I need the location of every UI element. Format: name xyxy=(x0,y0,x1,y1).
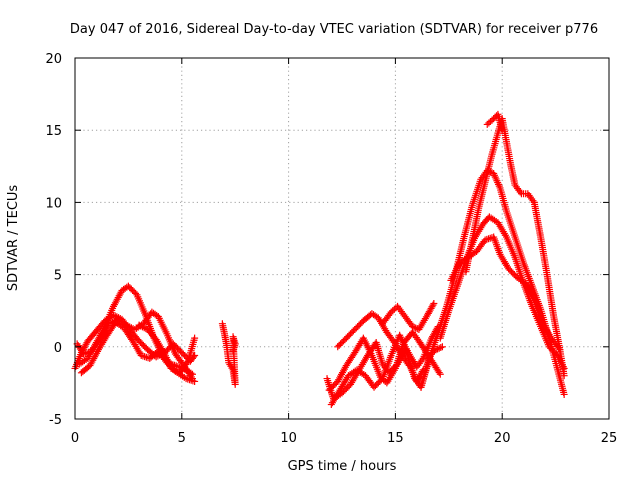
data-point xyxy=(435,344,443,352)
data-point xyxy=(183,359,191,367)
data-point xyxy=(191,377,199,385)
data-point xyxy=(560,390,568,398)
series-track-J xyxy=(334,310,427,385)
y-tick-label: 20 xyxy=(45,52,62,67)
data-point xyxy=(529,197,537,205)
data-point xyxy=(560,372,568,380)
data-point xyxy=(109,311,117,319)
data-point xyxy=(167,364,175,372)
data-point xyxy=(430,299,438,307)
data-point xyxy=(154,352,162,360)
series-track-K xyxy=(379,299,438,333)
y-tick-label: 15 xyxy=(45,124,62,139)
data-point xyxy=(191,334,199,342)
data-point xyxy=(113,313,121,321)
data-point xyxy=(140,324,148,332)
axis-ticks xyxy=(74,57,610,420)
series-track-E xyxy=(135,321,199,377)
data-point xyxy=(111,312,119,320)
y-tick-label: -5 xyxy=(49,413,62,428)
data-point xyxy=(408,323,416,331)
data-point xyxy=(115,314,123,322)
y-tick-labels: -5 0 5 10 15 20 xyxy=(45,52,62,428)
data-point xyxy=(498,126,506,134)
data-point xyxy=(169,365,177,373)
x-tick-label: 15 xyxy=(387,431,404,446)
data-points xyxy=(71,110,568,409)
x-tick-labels: 0 5 10 15 20 25 xyxy=(71,431,617,446)
y-tick-label: 5 xyxy=(54,269,62,284)
data-point xyxy=(437,344,445,352)
data-point xyxy=(435,369,443,377)
chart-title: Day 047 of 2016, Sidereal Day-to-day VTE… xyxy=(70,22,598,37)
x-tick-label: 5 xyxy=(178,431,186,446)
plot-frame xyxy=(74,57,610,420)
data-point xyxy=(434,345,442,353)
x-tick-label: 10 xyxy=(280,431,297,446)
x-tick-label: 25 xyxy=(601,431,618,446)
data-point xyxy=(438,343,446,351)
y-tick-label: 0 xyxy=(54,341,62,356)
series-track-F xyxy=(218,320,239,388)
data-point xyxy=(135,321,143,329)
data-point xyxy=(516,188,524,196)
y-axis-label: SDTVAR / TECUs xyxy=(6,185,21,292)
data-point xyxy=(137,322,145,330)
data-point xyxy=(156,351,164,359)
data-point xyxy=(410,323,418,331)
data-point xyxy=(138,323,146,331)
series-track-O xyxy=(462,115,568,380)
data-point xyxy=(229,347,237,355)
grid-layer xyxy=(75,58,609,419)
data-point xyxy=(436,370,444,378)
series-track-P xyxy=(483,110,506,134)
data-point xyxy=(171,366,179,374)
x-tick-label: 20 xyxy=(494,431,511,446)
y-tick-label: 10 xyxy=(45,196,62,211)
x-tick-label: 0 xyxy=(71,431,79,446)
data-point xyxy=(418,356,426,364)
data-point xyxy=(152,353,160,361)
data-point xyxy=(429,301,437,309)
x-axis-label: GPS time / hours xyxy=(288,459,397,474)
